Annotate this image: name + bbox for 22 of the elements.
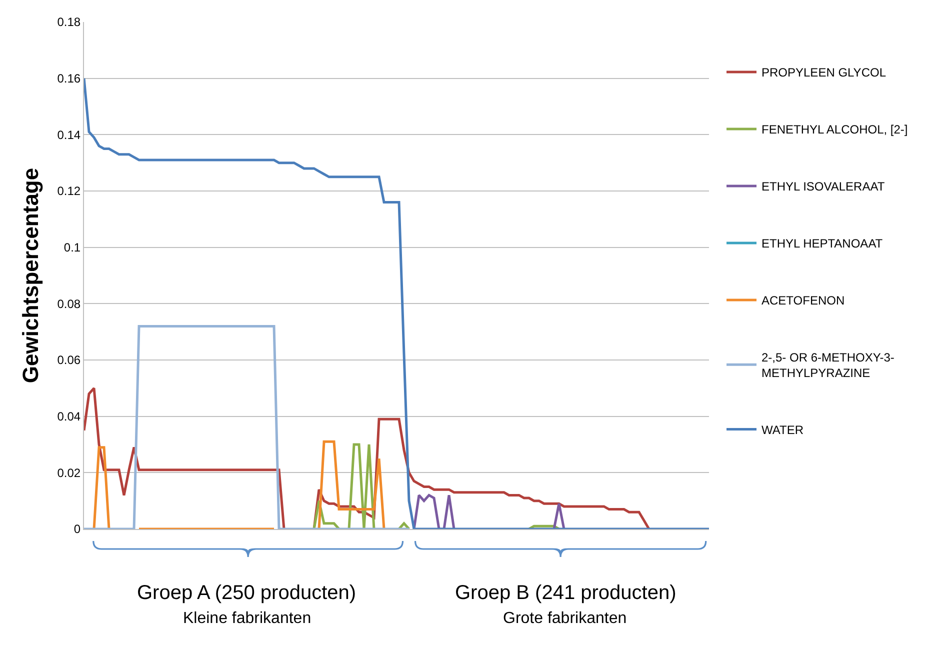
- legend-label: WATER: [762, 422, 804, 437]
- y-tick-label: 0.1: [64, 240, 81, 255]
- y-tick-label: 0.04: [57, 410, 81, 424]
- text: Grote fabrikanten: [503, 610, 627, 627]
- legend-label: ACETOFENON: [762, 294, 845, 308]
- y-axis-title: Gewichtspercentage: [18, 168, 44, 384]
- legend-label: PROPYLEEN GLYCOL: [762, 66, 886, 80]
- text: Groep A (250 producten): [137, 582, 356, 604]
- legend-label: ETHYL ISOVALERAAT: [762, 180, 886, 194]
- y-tick-label: 0.16: [57, 72, 81, 86]
- y-tick-label: 0.18: [57, 15, 81, 30]
- y-tick-label: 0.08: [57, 296, 81, 311]
- text: Groep B (241 producten): [455, 582, 676, 604]
- y-tick-label: 0.12: [57, 184, 81, 198]
- legend-label: FENETHYL ALCOHOL, [2-]: [762, 122, 908, 137]
- legend-label: 2-,5- OR 6-METHOXY-3-METHYLPYRAZINE: [762, 350, 894, 380]
- text: Kleine fabrikanten: [183, 610, 312, 627]
- legend-label: ETHYL HEPTANOAAT: [762, 236, 884, 251]
- y-tick-label: 0: [74, 522, 81, 536]
- y-tick-label: 0.02: [57, 466, 81, 480]
- y-tick-label: 0.14: [57, 128, 81, 142]
- y-tick-label: 0.06: [57, 353, 81, 368]
